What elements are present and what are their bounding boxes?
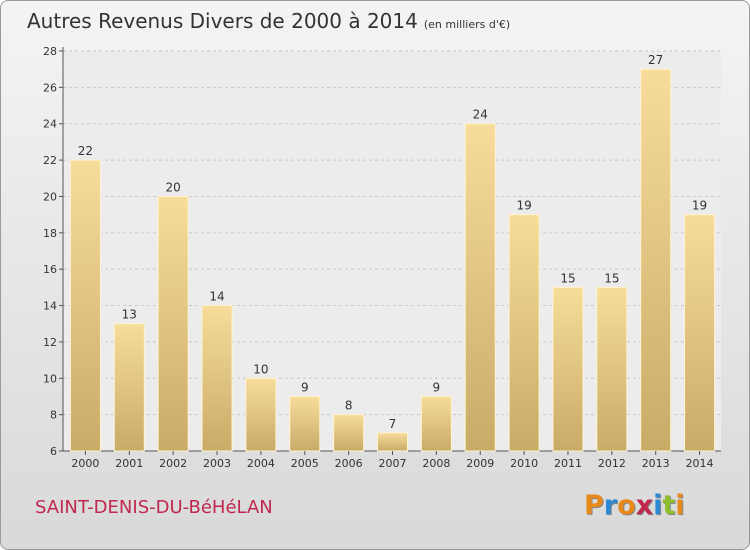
x-tick-label: 2012 — [598, 457, 626, 470]
data-label: 15 — [604, 271, 619, 285]
x-tick-label: 2005 — [291, 457, 319, 470]
bar — [464, 123, 496, 452]
y-tick-label: 22 — [43, 154, 57, 167]
x-tick-label: 2007 — [379, 457, 407, 470]
bar — [684, 214, 716, 452]
data-label: 20 — [166, 180, 181, 194]
data-label: 13 — [122, 308, 137, 322]
y-tick-label: 26 — [43, 81, 57, 94]
data-label: 27 — [648, 53, 663, 67]
bar — [157, 195, 189, 452]
data-label: 19 — [692, 199, 707, 213]
x-tick-label: 2006 — [335, 457, 363, 470]
chart-title: Autres Revenus Divers de 2000 à 2014 (en … — [27, 9, 510, 33]
bar — [640, 68, 672, 452]
logo-letter: r — [603, 490, 618, 521]
y-tick-label: 6 — [50, 445, 57, 458]
logo-letter: P — [584, 490, 604, 521]
bar — [508, 214, 540, 452]
data-label: 9 — [301, 380, 309, 394]
chart-title-text: Autres Revenus Divers de 2000 à 2014 — [27, 9, 418, 33]
logo-letter: o — [617, 490, 636, 521]
y-tick-label: 24 — [43, 118, 57, 131]
bar — [113, 323, 145, 452]
y-tick-label: 16 — [43, 263, 57, 276]
x-tick-label: 2008 — [422, 457, 450, 470]
x-tick-label: 2010 — [510, 457, 538, 470]
logo-letter: x — [635, 490, 654, 521]
x-tick-label: 2000 — [71, 457, 99, 470]
data-label: 22 — [78, 144, 93, 158]
logo-letter: i — [653, 490, 663, 521]
y-tick-label: 14 — [43, 300, 57, 313]
commune-name: SAINT-DENIS-DU-BéHéLAN — [35, 497, 273, 518]
x-tick-label: 2001 — [115, 457, 143, 470]
bar — [289, 395, 321, 452]
y-tick-label: 18 — [43, 227, 57, 240]
y-tick-label: 28 — [43, 45, 57, 58]
bar — [552, 286, 584, 452]
data-label: 7 — [389, 417, 397, 431]
data-label: 15 — [560, 271, 575, 285]
y-tick-label: 10 — [43, 372, 57, 385]
data-label: 19 — [516, 199, 531, 213]
x-tick-label: 2004 — [247, 457, 275, 470]
bar — [420, 395, 452, 452]
x-tick-label: 2011 — [554, 457, 582, 470]
data-label: 24 — [473, 108, 488, 122]
logo-letter: i — [675, 490, 685, 521]
bar — [245, 377, 277, 452]
y-tick-label: 20 — [43, 190, 57, 203]
bar — [201, 305, 233, 452]
x-tick-label: 2013 — [642, 457, 670, 470]
proxiti-logo: Proxiti — [584, 490, 685, 521]
logo-letter: t — [662, 490, 676, 521]
bar — [333, 414, 365, 452]
x-tick-label: 2014 — [686, 457, 714, 470]
data-label: 8 — [345, 399, 353, 413]
bar — [69, 159, 101, 452]
x-tick-label: 2003 — [203, 457, 231, 470]
chart-unit: (en milliers d'€) — [423, 18, 511, 31]
bar — [377, 432, 408, 452]
x-tick-label: 2009 — [466, 457, 494, 470]
bar — [596, 286, 628, 452]
data-label: 14 — [209, 290, 224, 304]
x-tick-label: 2002 — [159, 457, 187, 470]
y-tick-label: 8 — [50, 409, 57, 422]
data-label: 10 — [253, 362, 268, 376]
y-tick-label: 12 — [43, 336, 57, 349]
data-label: 9 — [433, 380, 441, 394]
